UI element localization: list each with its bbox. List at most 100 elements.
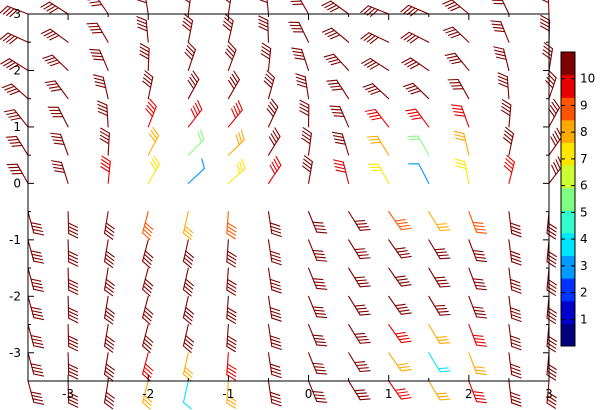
- barb: [145, 98, 157, 128]
- barb-flag: [510, 229, 522, 234]
- barb: [222, 13, 234, 43]
- barb: [400, 31, 430, 44]
- barb-flag: [407, 111, 419, 115]
- barb-flag: [501, 106, 511, 113]
- barb: [27, 295, 45, 321]
- barb-flag: [68, 257, 79, 264]
- barb-flag: [185, 250, 194, 258]
- barb-flag: [271, 161, 278, 172]
- barb-flag: [105, 282, 115, 290]
- barb-flag: [184, 338, 194, 347]
- barb: [259, 0, 270, 15]
- barb-flag: [313, 253, 325, 256]
- barb: [67, 380, 79, 408]
- barb-flag: [509, 335, 521, 340]
- barb: [428, 211, 451, 232]
- barb-flag: [292, 3, 304, 6]
- barb-flag: [142, 260, 151, 269]
- colorbar: 1 2 3 4 5 6 7 8 9 10: [560, 51, 595, 347]
- barb-flag: [99, 134, 110, 141]
- barb-flag: [192, 70, 200, 80]
- barb-flag: [182, 373, 192, 382]
- barb: [428, 295, 451, 316]
- barb-flag: [183, 257, 193, 265]
- barb-flag: [182, 20, 192, 29]
- barb-flag: [355, 307, 367, 310]
- barb-flag: [355, 392, 367, 395]
- barb-flag: [226, 261, 236, 268]
- barb-flag: [548, 70, 557, 79]
- barb-flag: [103, 232, 114, 240]
- barb-flag: [49, 34, 60, 41]
- barb-flag: [476, 372, 488, 376]
- barb-flag: [30, 250, 42, 254]
- barb-flag: [403, 33, 413, 41]
- barb: [51, 160, 69, 184]
- barb-flag: [103, 289, 114, 297]
- barb-flag: [357, 338, 369, 341]
- barb-flag: [105, 310, 115, 318]
- barb-flag: [139, 43, 150, 50]
- colorbar-band: [561, 119, 575, 143]
- barb-flag: [31, 253, 43, 257]
- barb-flag: [509, 363, 521, 369]
- barb-flag: [144, 306, 154, 315]
- barb-flag: [332, 159, 344, 163]
- barb-flag: [510, 282, 521, 287]
- barb-flag: [226, 285, 237, 293]
- barb-flag: [68, 370, 79, 377]
- barb-flag: [53, 142, 65, 145]
- barb-flag: [551, 101, 559, 112]
- barb: [27, 352, 45, 377]
- barb-flag: [68, 345, 79, 352]
- barb: [182, 295, 194, 325]
- barb-flag: [546, 76, 555, 86]
- barb-flag: [226, 229, 237, 236]
- barb-flag: [90, 52, 102, 54]
- barb: [40, 28, 69, 43]
- barb-flag: [476, 259, 488, 263]
- barb-flag: [228, 41, 237, 51]
- barb-flag: [88, 25, 100, 28]
- barb-flag: [502, 137, 512, 145]
- barb-flag: [312, 306, 324, 309]
- barb-flag: [354, 276, 366, 279]
- barb-flag: [329, 6, 340, 13]
- barb-flag: [105, 391, 115, 399]
- barb: [267, 155, 282, 184]
- barb-flag: [398, 394, 410, 397]
- barb-flag: [303, 158, 313, 166]
- barb: [366, 135, 390, 156]
- barb-flag: [453, 130, 465, 135]
- barb-flag: [8, 114, 20, 118]
- barb-flag: [143, 281, 153, 290]
- barb: [103, 352, 115, 381]
- barb: [468, 380, 488, 404]
- barb-flag: [542, 49, 552, 57]
- barb-flag: [143, 310, 153, 318]
- barb-flag: [495, 56, 507, 60]
- barb: [321, 0, 350, 15]
- barb-flag: [357, 225, 369, 228]
- colorbar-band: [561, 142, 575, 166]
- barb-flag: [224, 17, 233, 25]
- barb-flag: [437, 310, 449, 313]
- barb-flag: [498, 82, 509, 88]
- barb: [266, 98, 279, 128]
- barb-flag: [328, 58, 340, 63]
- barb-flag: [227, 278, 237, 286]
- barb-flag: [136, 16, 147, 21]
- barb-flag: [270, 338, 281, 344]
- barb-flag: [5, 135, 17, 138]
- barb-flag: [473, 225, 485, 228]
- barb-flag: [30, 278, 42, 282]
- colorbar-band: [561, 278, 575, 302]
- barb-flag: [314, 284, 326, 287]
- barb-flag: [49, 7, 60, 14]
- barb: [428, 352, 451, 373]
- colorbar-tick-label: 5: [580, 205, 588, 219]
- barb: [27, 380, 45, 405]
- barb-flag: [226, 282, 237, 289]
- barb-flag: [371, 117, 383, 121]
- barb-flag: [473, 253, 485, 256]
